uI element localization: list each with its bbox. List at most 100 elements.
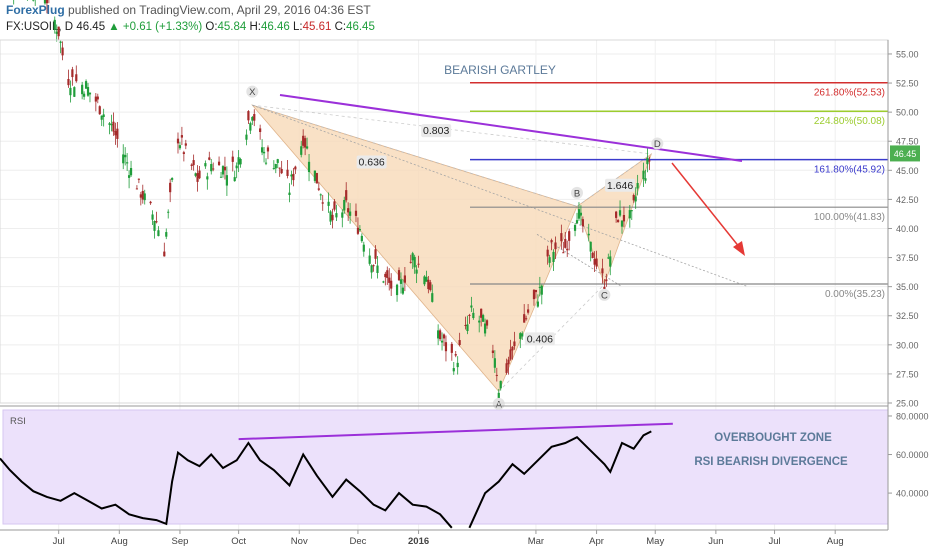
candle-body-24 <box>61 47 64 56</box>
price-trendline <box>279 94 743 162</box>
candle-body-120 <box>327 201 330 206</box>
candle-body-155 <box>423 276 426 285</box>
candle-body-193 <box>525 318 528 320</box>
candle-body-124 <box>335 213 338 218</box>
candle-body-38 <box>100 115 103 120</box>
time-tick-label-12: Aug <box>827 536 844 547</box>
candle-body-23 <box>59 41 62 43</box>
candle-body-220 <box>601 268 604 274</box>
candle-body-55 <box>149 201 152 204</box>
point-label-D: D <box>654 139 661 150</box>
candle-body-56 <box>151 214 154 220</box>
candle-body-78 <box>210 164 213 172</box>
candle-body-218 <box>593 259 596 265</box>
rsi-panel-background <box>2 409 889 525</box>
candle-body-153 <box>415 269 418 274</box>
candle-body-103 <box>278 167 281 169</box>
fib-label-3: 100.00%(41.83) <box>814 212 885 223</box>
time-tick-label-6: 2016 <box>408 536 429 547</box>
candle-body-87 <box>235 165 238 169</box>
candle-body-237 <box>646 157 649 165</box>
point-label-A: A <box>496 399 503 410</box>
candle-body-139 <box>376 265 379 273</box>
candle-body-144 <box>390 280 393 289</box>
low-value: 45.61 <box>302 21 332 33</box>
candle-body-27 <box>71 69 74 78</box>
candle-body-214 <box>581 219 584 227</box>
rsi-tick-label-1: 60.0000 <box>896 450 929 460</box>
axes: 55.00 52.50 50.00 47.50 45.00 42.50 40.00 37.50… <box>0 39 929 547</box>
candle-body-114 <box>307 161 311 173</box>
point-label-B: B <box>574 188 580 199</box>
candle-body-172 <box>468 314 471 316</box>
fib-levels: 261.80%(52.53) 224.80%(50.08) 161.80%(45.9… <box>470 81 888 300</box>
candle-body-170 <box>464 324 467 326</box>
candle-body-77 <box>208 157 211 160</box>
candle-body-126 <box>343 199 346 211</box>
candle-body-162 <box>440 340 444 343</box>
candle-body-191 <box>521 333 524 337</box>
projection-line-b <box>536 233 623 287</box>
candle-body-174 <box>472 312 475 319</box>
publish-line: ForexPlug published on TradingView.com, … <box>6 3 371 17</box>
candle-body-225 <box>615 211 618 218</box>
candle-body-180 <box>491 350 494 354</box>
candle-body-201 <box>548 257 551 263</box>
candle-body-183 <box>497 392 500 399</box>
candle-body-93 <box>251 117 254 121</box>
candle-body-105 <box>286 169 289 176</box>
price-tick-label-2: 50.00 <box>896 108 919 118</box>
candle-body-18 <box>45 0 49 4</box>
candle-body-129 <box>349 211 352 216</box>
candle-body-167 <box>454 354 457 356</box>
ratio-badge-1 <box>421 124 452 138</box>
candle-body-222 <box>605 279 608 282</box>
price-tick-label-6: 40.00 <box>896 224 919 234</box>
candle-body-204 <box>554 242 557 250</box>
candle-body-122 <box>331 214 334 221</box>
candle-body-168 <box>456 362 459 368</box>
candle-body-26 <box>69 87 72 96</box>
last-price-badge <box>890 145 920 162</box>
candle-body-227 <box>618 210 622 216</box>
point-label-X: X <box>249 87 256 98</box>
candle-body-58 <box>155 221 158 223</box>
time-tick-label-11: Jul <box>768 536 780 547</box>
overbought-annotation: OVERBOUGHT ZONE <box>714 432 832 444</box>
time-tick-label-3: Oct <box>231 536 246 547</box>
candle-body-118 <box>319 194 322 196</box>
published-info: published on TradingView.com, April 29, … <box>64 3 371 17</box>
candle-body-229 <box>622 215 626 222</box>
candle-body-156 <box>425 276 428 282</box>
candle-body-226 <box>616 220 620 223</box>
candle-body-194 <box>527 309 530 313</box>
fib-label-4: 0.00%(35.23) <box>825 289 885 300</box>
candle-body-143 <box>388 277 391 283</box>
candle-body-173 <box>470 305 473 308</box>
candle-body-236 <box>644 178 647 181</box>
candle-body-33 <box>86 87 90 96</box>
rsi-title: RSI <box>10 416 26 427</box>
candle-body-151 <box>411 253 414 261</box>
time-tick-label-10: Jun <box>708 536 723 547</box>
candle-body-70 <box>190 164 193 166</box>
candle-body-92 <box>249 123 252 131</box>
candle-body-82 <box>221 166 225 175</box>
candle-body-219 <box>595 258 598 267</box>
candle-body-25 <box>67 78 70 86</box>
time-tick-label-0: Jul <box>53 536 65 547</box>
gartley-pattern <box>251 104 749 393</box>
candle-body-13 <box>32 0 35 1</box>
candle-body-30 <box>81 84 84 95</box>
price-tick-label-8: 35.00 <box>896 282 919 292</box>
candle-body-99 <box>266 147 270 152</box>
ratio-label-3: 0.406 <box>527 333 553 345</box>
point-badge-A <box>492 397 505 410</box>
candle-body-72 <box>194 173 197 176</box>
brand-name[interactable]: ForexPlug <box>6 3 65 17</box>
candle-body-187 <box>509 349 512 360</box>
candle-body-148 <box>401 287 405 294</box>
time-tick-label-8: Apr <box>589 536 604 547</box>
rsi-divergence-line <box>238 422 673 441</box>
